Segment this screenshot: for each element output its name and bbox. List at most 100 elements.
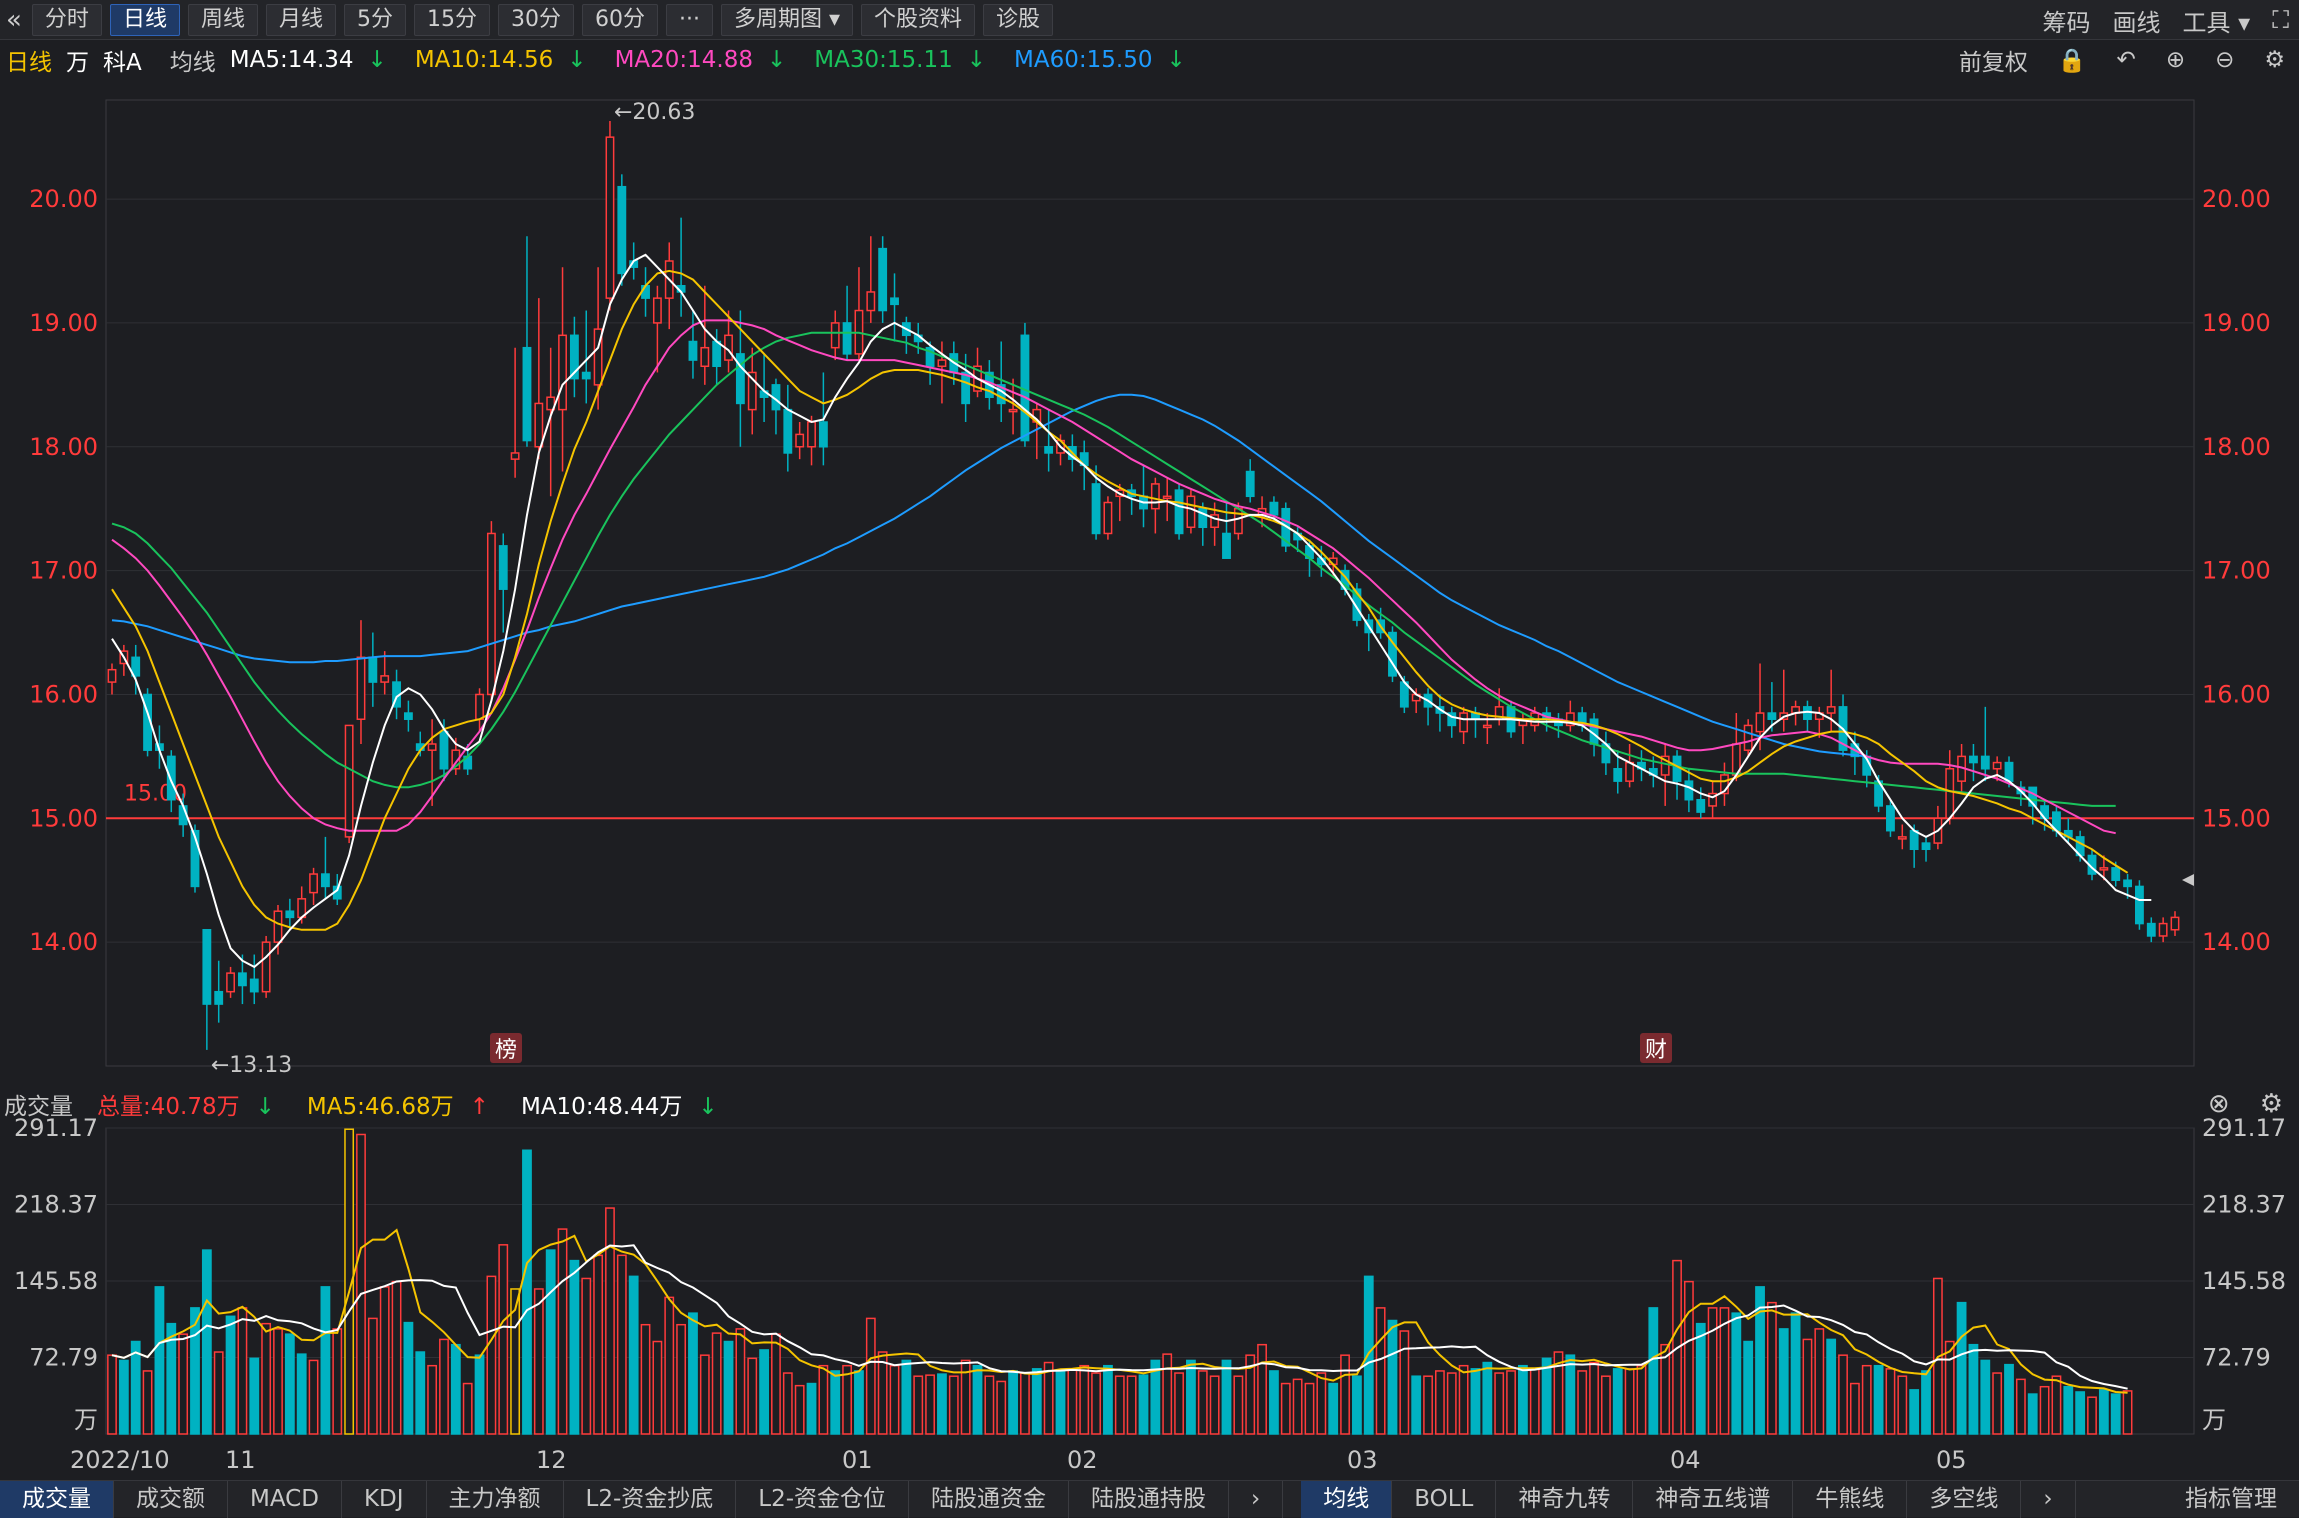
indicator-tab[interactable]: BOLL: [1392, 1480, 1497, 1518]
draw-line-button[interactable]: 画线: [2112, 8, 2161, 37]
volume-bar: [1126, 1375, 1137, 1435]
candle-body: [190, 829, 200, 888]
zoom-out-icon[interactable]: ⊖: [2215, 47, 2235, 73]
candle-body: [522, 346, 532, 442]
volume-bar: [830, 1370, 841, 1435]
volume-bar: [154, 1286, 165, 1435]
volume-bar: [960, 1359, 971, 1435]
volume-bar: [1790, 1312, 1801, 1435]
volume-bar: [616, 1254, 627, 1435]
undo-icon[interactable]: ↶: [2116, 47, 2136, 73]
indicator-tab[interactable]: 主力净额: [427, 1480, 564, 1518]
candle-body: [131, 656, 141, 677]
price-axis-label-left: 18.00: [29, 433, 98, 461]
gear-icon[interactable]: ⚙: [2264, 47, 2285, 73]
volume-bar: [237, 1307, 248, 1435]
candle-body: [1269, 501, 1279, 516]
candle-body: [214, 990, 224, 1005]
candle-body: [1245, 470, 1255, 498]
scroll-right-icon[interactable]: ›: [1229, 1480, 1284, 1518]
fullscreen-icon[interactable]: ⛶: [2272, 6, 2289, 34]
volume-bar: [166, 1322, 177, 1435]
price-axis-label-left: 14.00: [29, 928, 98, 956]
period-tab[interactable]: 日线: [109, 3, 180, 36]
ma-title[interactable]: 均线: [169, 50, 216, 76]
indicator-tab[interactable]: L2-资金仓位: [736, 1480, 910, 1518]
volume-bar: [1162, 1353, 1173, 1435]
ma5-line: [111, 253, 2152, 969]
close-icon[interactable]: ⊗: [2207, 1089, 2230, 1119]
volume-bar: [1174, 1372, 1184, 1435]
indicator-tab[interactable]: 成交量: [0, 1480, 114, 1518]
lock-icon[interactable]: 🔒: [2057, 47, 2087, 74]
candle-body: [2111, 867, 2121, 881]
indicator-tab[interactable]: 陆股通资金: [909, 1480, 1070, 1518]
gear-icon[interactable]: ⚙: [2259, 1089, 2283, 1119]
volume-bar: [1909, 1389, 1920, 1435]
indicator-tab[interactable]: 成交额: [114, 1480, 228, 1518]
candle-body: [2158, 922, 2168, 937]
volume-bar: [593, 1254, 604, 1435]
volume-bar: [2015, 1378, 2026, 1435]
price-axis-label-right: 16.00: [2202, 680, 2271, 708]
indicator-tab[interactable]: 陆股通持股: [1069, 1480, 1230, 1518]
candle-body: [237, 972, 247, 987]
period-tab[interactable]: 多周期图 ▾: [720, 3, 854, 36]
scroll-right-icon[interactable]: ›: [2021, 1480, 2076, 1518]
volume-bar: [1743, 1340, 1754, 1435]
volume-bar: [2027, 1393, 2038, 1435]
indicator-tab[interactable]: KDJ: [342, 1480, 427, 1518]
candle-body: [735, 353, 745, 405]
indicator-tab[interactable]: 牛熊线: [1793, 1480, 1908, 1518]
candle-body: [451, 749, 461, 770]
candle-body: [1945, 768, 1955, 820]
volume-bar: [1838, 1354, 1848, 1435]
toolbar-right: 筹码 画线 工具 ▾ ⛶: [2043, 0, 2290, 40]
candle-body: [1352, 588, 1362, 621]
indicator-tab[interactable]: 多空线: [1907, 1480, 2022, 1518]
indicator-tab[interactable]: MACD: [228, 1480, 342, 1518]
candle-body: [830, 322, 840, 349]
volume-bar: [1269, 1370, 1279, 1435]
period-tab[interactable]: ···: [665, 3, 713, 36]
period-tab[interactable]: 个股资料: [861, 3, 976, 36]
indicator-tab[interactable]: 均线: [1301, 1480, 1393, 1518]
volume-bar: [711, 1332, 722, 1435]
ma30-value: MA30:15.11: [814, 47, 1000, 73]
indicator-tab[interactable]: 神奇五线谱: [1633, 1480, 1794, 1518]
volume-bar: [1186, 1359, 1196, 1435]
period-tab[interactable]: 30分: [497, 3, 574, 36]
volume-bar: [2122, 1390, 2133, 1435]
indicator-tab[interactable]: 神奇九转: [1496, 1480, 1634, 1518]
candle-body: [475, 693, 484, 720]
candle-body: [558, 334, 567, 411]
candle-body: [1992, 761, 2002, 770]
double-chevron-left-icon[interactable]: «: [6, 4, 22, 35]
indicator-tab[interactable]: L2-资金抄底: [564, 1480, 737, 1518]
period-tab[interactable]: 诊股: [983, 3, 1054, 36]
volume-bar: [1849, 1382, 1860, 1435]
volume-axis-label-left: 72.79: [29, 1344, 98, 1372]
chip-distribution-button[interactable]: 筹码: [2042, 8, 2091, 37]
volume-bar: [2075, 1391, 2086, 1435]
volume-bar: [1304, 1382, 1315, 1435]
volume-axis-label-left: 218.37: [14, 1191, 98, 1219]
volume-bar: [1411, 1375, 1422, 1435]
zoom-in-icon[interactable]: ⊕: [2165, 47, 2186, 73]
volume-bar: [1423, 1375, 1433, 1435]
period-tab[interactable]: 60分: [581, 3, 658, 36]
candle-body: [1388, 631, 1397, 677]
kline-chart[interactable]: 20.00 20.00 19.00 19.00 18.00 18.00 17.00 17.00…: [0, 0, 2299, 1480]
period-tab[interactable]: 周线: [187, 3, 258, 36]
tools-menu-button[interactable]: 工具 ▾: [2182, 8, 2251, 37]
period-tab[interactable]: 分时: [31, 3, 102, 36]
period-tab[interactable]: 5分: [343, 3, 406, 36]
ma10-value: MA10:14.56: [415, 47, 601, 73]
period-tab[interactable]: 月线: [265, 3, 336, 36]
adjust-mode-button[interactable]: 前复权: [1958, 50, 2028, 76]
volume-bar: [1885, 1368, 1896, 1435]
volume-bar: [676, 1323, 687, 1435]
indicator-tab[interactable]: 指标管理: [2185, 1485, 2277, 1512]
candle-body: [1708, 792, 1718, 807]
period-tab[interactable]: 15分: [413, 3, 490, 36]
